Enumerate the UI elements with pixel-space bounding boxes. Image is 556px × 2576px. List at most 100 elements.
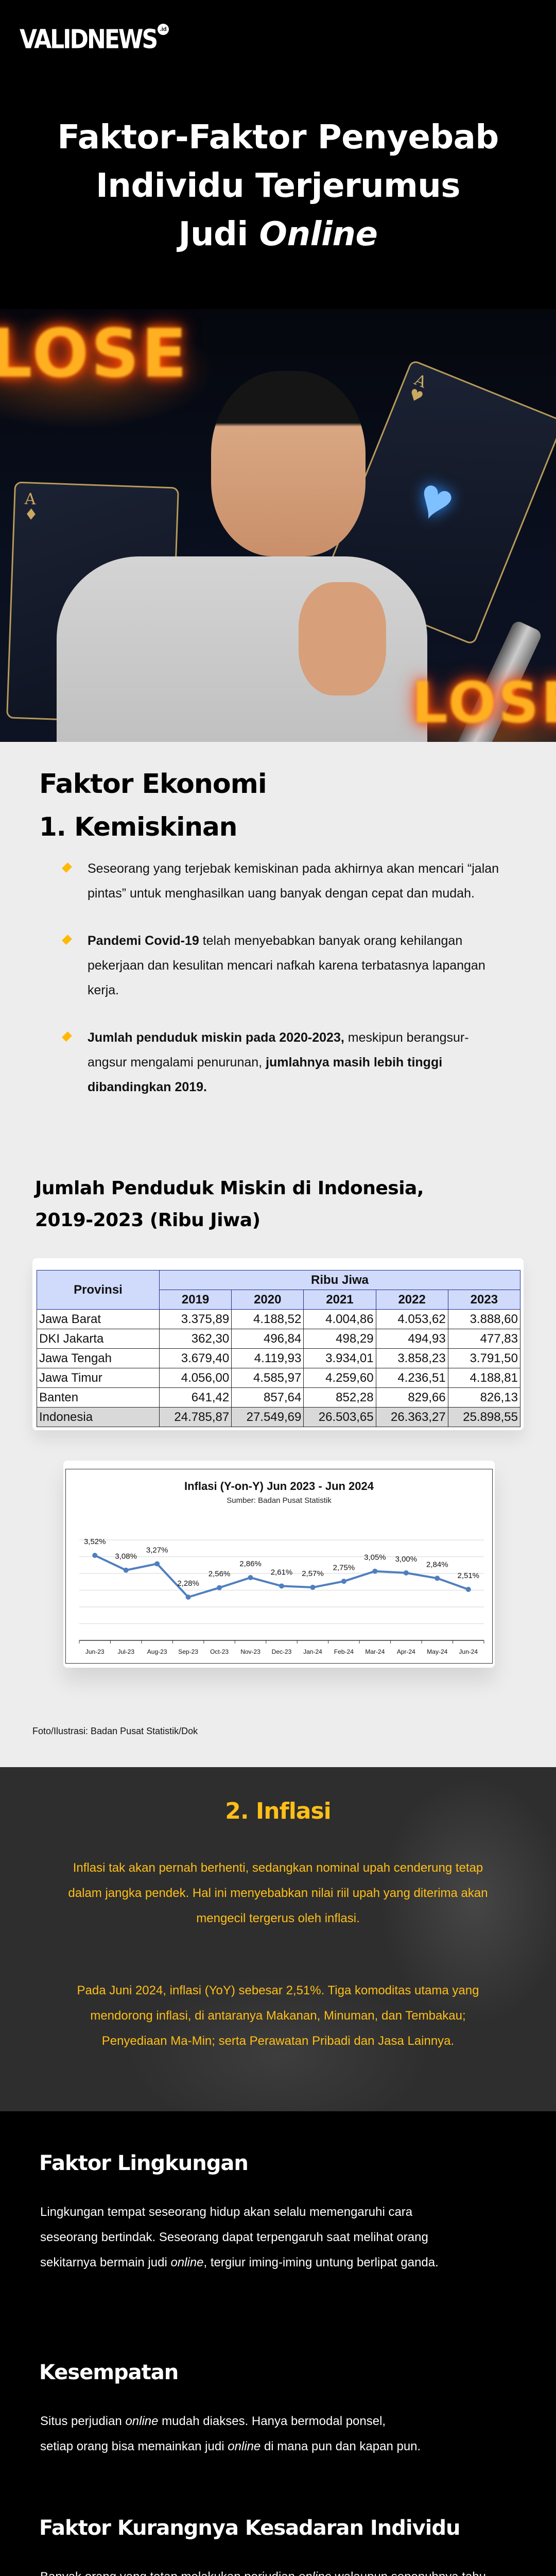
other-factors-section: Faktor Lingkungan Lingkungan tempat sese… [0, 2111, 556, 2576]
hero-illustration-angry-gambler: LOSE A♦ A♥ ♥ LOSE [0, 309, 556, 742]
table-row: Indonesia 24.785,87 27.549,69 26.503,65 26.3… [37, 1407, 521, 1427]
table-heading-line-1: Jumlah Penduduk Miskin di Indonesia, [35, 1178, 424, 1199]
cell-value: 4.056,00 [159, 1368, 232, 1388]
col-header-ribu-jiwa: Ribu Jiwa [159, 1270, 520, 1290]
cell-provinsi: Jawa Timur [37, 1368, 160, 1388]
logo-id-badge: .id [158, 24, 169, 35]
title-online: Online [259, 215, 378, 253]
table-row: Banten 641,42 857,64 852,28 829,66 826,13 [37, 1387, 521, 1408]
data-label: 2,57% [302, 1569, 324, 1578]
cell-value: 26.503,65 [303, 1407, 376, 1427]
data-label: 2,86% [239, 1560, 262, 1568]
cell-value: 4.119,93 [231, 1348, 304, 1368]
photo-caption: Foto/Ilustrasi: Badan Pusat Statistik/Do… [32, 1726, 198, 1736]
cell-value: 362,30 [159, 1329, 232, 1349]
x-tick-label: Oct-23 [210, 1648, 229, 1655]
data-point [92, 1553, 98, 1558]
x-tick-label: Jul-23 [117, 1648, 134, 1655]
cell-value: 4.236,51 [375, 1368, 448, 1388]
cell-value: 27.549,69 [231, 1407, 304, 1427]
head-shape [211, 371, 366, 556]
bullet-text: Seseorang yang terjebak kemiskinan pada … [88, 861, 499, 901]
diamond-bullet-icon [62, 862, 72, 873]
inflasi-paragraph-1: Inflasi tak akan pernah berhenti, sedang… [68, 1861, 488, 1925]
cell-value: 857,64 [231, 1387, 304, 1408]
bullet-text: meskipun berangsur-angsur mengalami penu… [88, 1030, 469, 1070]
card-rank-icon: A ♦ [24, 490, 39, 524]
poverty-table: Provinsi Ribu Jiwa 2019 2020 2021 2022 2023 … [37, 1270, 521, 1427]
poverty-table-card: Provinsi Ribu Jiwa 2019 2020 2021 2022 2023 … [32, 1258, 524, 1430]
bullet-bold-text: Jumlah penduduk miskin pada 2020-2023, [88, 1030, 344, 1045]
data-point [279, 1583, 284, 1589]
lingkungan-paragraph: Lingkungan tempat seseorang hidup akan s… [40, 2205, 439, 2269]
bullet-bold-text: Pandemi Covid-19 [88, 934, 199, 948]
cell-provinsi: Jawa Tengah [37, 1348, 160, 1368]
x-tick-label: Dec-23 [272, 1648, 292, 1655]
data-label: 2,28% [177, 1579, 199, 1588]
cell-value: 4.188,52 [231, 1309, 304, 1329]
kesempatan-paragraph: Situs perjudian online mudah diakses. Ha… [40, 2414, 421, 2453]
data-point [403, 1570, 409, 1575]
cell-value: 4.188,81 [447, 1368, 521, 1388]
data-point [465, 1586, 471, 1592]
faktor-ekonomi-section: Faktor Ekonomi 1. Kemiskinan Seseorang y… [0, 742, 556, 1767]
table-row: Jawa Barat 3.375,89 4.188,52 4.004,86 4.053,… [37, 1309, 521, 1329]
lose-neon-text: LOSE [412, 670, 556, 736]
chart-title: Inflasi (Y-on-Y) Jun 2023 - Jun 2024 [184, 1480, 374, 1493]
subsection-heading: 1. Kemiskinan [39, 812, 237, 842]
col-header-year: 2019 [159, 1290, 232, 1310]
validnews-logo[interactable]: VALIDNEWS .id [20, 24, 169, 53]
cell-value: 3.888,60 [447, 1309, 521, 1329]
hero-section: VALIDNEWS .id Faktor-Faktor Penyebab Ind… [0, 0, 556, 742]
diamond-bullet-icon [62, 935, 72, 945]
col-header-provinsi: Provinsi [37, 1270, 160, 1310]
section-heading: Faktor Lingkungan [39, 2151, 249, 2175]
bullet-bold-text: jumlahnya masih lebih tinggi dibandingka… [88, 1055, 443, 1094]
cell-value: 852,28 [303, 1387, 376, 1408]
data-label: 3,52% [84, 1537, 106, 1546]
table-heading-line-2: 2019-2023 (Ribu Jiwa) [35, 1210, 260, 1231]
cell-value: 26.363,27 [375, 1407, 448, 1427]
x-tick-label: Apr-24 [397, 1648, 415, 1655]
cell-value: 641,42 [159, 1387, 232, 1408]
inflasi-section: 2. Inflasi Inflasi tak akan pernah berhe… [0, 1767, 556, 2111]
x-tick-label: Jan-24 [303, 1648, 322, 1655]
x-tick-label: Feb-24 [334, 1648, 354, 1655]
data-point [248, 1575, 253, 1581]
cell-value: 4.053,62 [375, 1309, 448, 1329]
cell-value: 4.004,86 [303, 1309, 376, 1329]
data-label: 3,00% [395, 1555, 418, 1564]
list-item: Jumlah penduduk miskin pada 2020-2023, m… [61, 1025, 503, 1099]
cell-value: 25.898,55 [447, 1407, 521, 1427]
cell-provinsi: DKI Jakarta [37, 1329, 160, 1349]
cell-value: 3.375,89 [159, 1309, 232, 1329]
fist-shape [299, 582, 386, 696]
kesadaran-paragraph: Banyak orang yang tetap melakukan perjud… [40, 2564, 514, 2576]
lose-neon-text: LOSE [0, 314, 189, 393]
data-point [435, 1575, 440, 1581]
x-tick-label: Nov-23 [240, 1648, 260, 1655]
x-tick-label: Aug-23 [147, 1648, 167, 1655]
col-header-year: 2023 [447, 1290, 521, 1310]
cell-value: 3.679,40 [159, 1348, 232, 1368]
title-line-1: Faktor-Faktor Penyebab [57, 118, 499, 157]
x-tick-label: Mar-24 [365, 1648, 385, 1655]
page-title: Faktor-Faktor Penyebab Individu Terjerum… [0, 113, 556, 259]
cell-value: 498,29 [303, 1329, 376, 1349]
cell-value: 4.585,97 [231, 1368, 304, 1388]
data-label: 3,27% [146, 1546, 168, 1554]
data-point [154, 1561, 160, 1567]
cell-value: 4.259,60 [303, 1368, 376, 1388]
chart-subtitle: Sumber: Badan Pusat Statistik [227, 1496, 332, 1505]
col-header-year: 2021 [303, 1290, 376, 1310]
x-tick-label: Jun-23 [85, 1648, 105, 1655]
data-point [372, 1568, 378, 1574]
cell-value: 829,66 [375, 1387, 448, 1408]
cell-provinsi: Jawa Barat [37, 1309, 160, 1329]
cell-value: 3.934,01 [303, 1348, 376, 1368]
data-label: 2,75% [333, 1563, 355, 1572]
section-heading: 2. Inflasi [225, 1798, 332, 1824]
cell-value: 496,84 [231, 1329, 304, 1349]
cell-value: 24.785,87 [159, 1407, 232, 1427]
